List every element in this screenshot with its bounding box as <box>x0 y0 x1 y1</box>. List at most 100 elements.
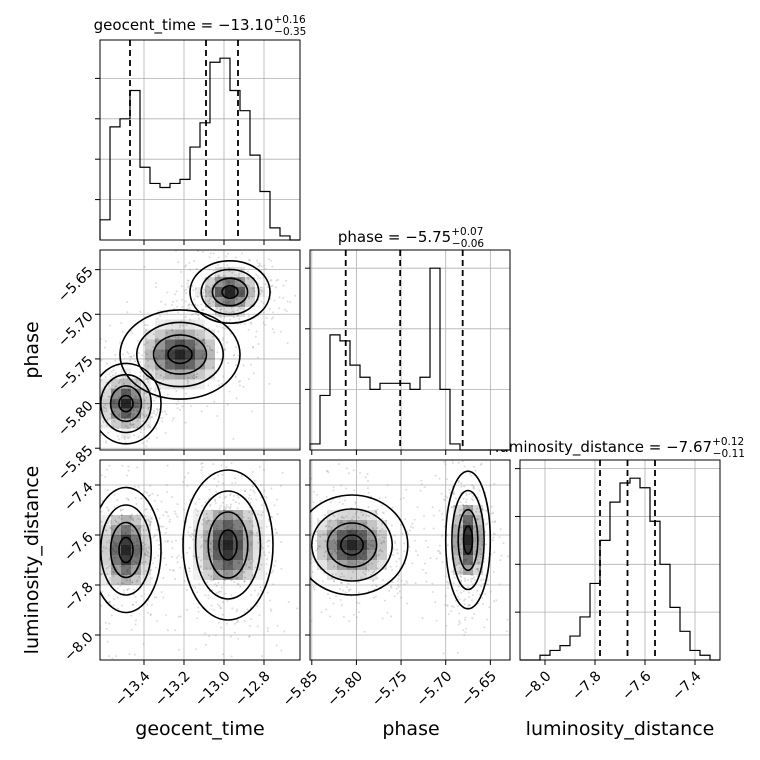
sample-point <box>401 532 404 535</box>
sample-point <box>473 454 475 456</box>
sample-point <box>209 347 211 350</box>
sample-point <box>224 348 227 350</box>
sample-point <box>376 577 379 580</box>
sample-point <box>220 316 222 319</box>
density-cell <box>185 329 195 340</box>
sample-point <box>215 307 218 310</box>
sample-point <box>131 416 134 419</box>
density-cell <box>233 530 243 540</box>
density-cell <box>233 560 243 570</box>
sample-point <box>202 291 205 294</box>
sample-point <box>218 605 221 607</box>
contour-line <box>100 362 162 445</box>
sample-point <box>117 522 120 525</box>
sample-point <box>201 518 204 521</box>
density-cell <box>195 359 205 370</box>
sample-point <box>312 501 315 504</box>
density-cell <box>253 510 263 520</box>
sample-point <box>133 485 136 488</box>
sample-point <box>333 538 335 541</box>
sample-point <box>165 614 168 617</box>
sample-point <box>80 440 82 442</box>
sample-point <box>348 620 351 623</box>
sample-point <box>354 502 357 505</box>
density-cell <box>225 287 235 297</box>
sample-point <box>367 487 369 490</box>
sample-point <box>326 470 329 473</box>
sample-point <box>271 452 273 454</box>
sample-point <box>140 411 143 414</box>
sample-point <box>130 628 133 631</box>
sample-point <box>139 371 142 374</box>
sample-point <box>446 604 449 607</box>
sample-point <box>203 328 206 331</box>
sample-point <box>177 311 179 314</box>
sample-point <box>409 529 411 532</box>
sample-point <box>405 580 408 582</box>
sample-point <box>273 331 275 334</box>
sample-point <box>227 506 230 509</box>
sample-point <box>149 484 152 487</box>
sample-point <box>219 518 222 521</box>
sample-point <box>209 295 212 297</box>
sample-point <box>100 573 103 576</box>
contour-line <box>211 277 249 307</box>
sample-point <box>305 507 307 509</box>
sample-point <box>248 520 251 523</box>
sample-point <box>244 301 247 304</box>
sample-point <box>332 514 335 517</box>
sample-point <box>112 604 115 607</box>
sample-point <box>196 295 199 298</box>
density-cell <box>101 535 111 545</box>
sample-point <box>155 282 157 285</box>
sample-point <box>147 494 150 497</box>
sample-point <box>372 527 374 530</box>
sample-point <box>216 454 218 456</box>
sample-point <box>131 603 134 606</box>
density-cell <box>377 530 387 540</box>
sample-point <box>265 496 268 499</box>
sample-point <box>425 580 428 583</box>
sample-point <box>266 558 269 561</box>
sample-point <box>286 300 289 303</box>
sample-point <box>216 603 219 606</box>
sample-point <box>142 642 145 645</box>
sample-point <box>208 302 211 305</box>
sample-point <box>248 378 250 381</box>
density-cell <box>327 520 337 530</box>
sample-point <box>217 264 220 267</box>
sample-point <box>188 307 191 309</box>
sample-point <box>446 478 449 481</box>
sample-point <box>136 513 139 516</box>
sample-point <box>220 586 223 589</box>
sample-point <box>454 557 457 560</box>
density-cell <box>203 510 213 520</box>
sample-point <box>177 615 180 618</box>
sample-point <box>219 314 222 317</box>
sample-point <box>330 552 333 555</box>
hist-panel-border <box>519 459 721 661</box>
sample-point <box>478 593 481 596</box>
sample-point <box>162 525 165 528</box>
sample-point <box>136 466 139 469</box>
sample-point <box>251 512 254 515</box>
sample-point <box>94 368 96 370</box>
sample-point <box>240 285 243 288</box>
sample-point <box>113 598 115 601</box>
density-cell <box>453 505 463 515</box>
sample-point <box>238 277 241 280</box>
sample-point <box>459 571 461 574</box>
hist-panel-geocent-time <box>95 39 301 245</box>
sample-point <box>457 480 460 482</box>
sample-point <box>463 485 466 488</box>
sample-point <box>130 330 133 333</box>
2d-panel-phase-vs-luminosity-distance-border <box>309 459 511 661</box>
sample-point <box>147 611 150 614</box>
sample-point <box>381 528 384 531</box>
sample-point <box>493 482 496 485</box>
sample-point <box>192 534 195 537</box>
x-axis-label-phase: phase <box>382 718 439 740</box>
sample-point <box>370 539 373 542</box>
hist-step-geocent-time <box>99 57 300 241</box>
sample-point <box>114 372 117 375</box>
